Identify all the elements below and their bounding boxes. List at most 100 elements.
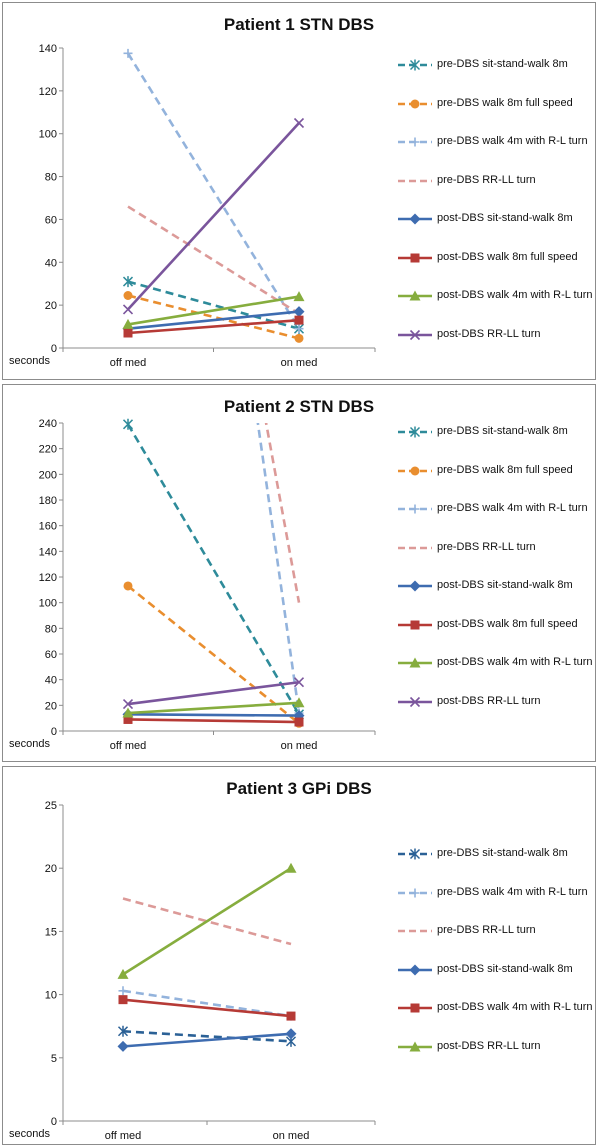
y-tick-label: 20	[45, 300, 57, 312]
legend-label: post-DBS sit-stand-walk 8m	[437, 212, 573, 224]
y-axis-title: seconds	[9, 1128, 50, 1140]
legend-label: post-DBS walk 8m full speed	[437, 617, 578, 630]
series-2	[123, 291, 304, 343]
chart-panel-2: Patient 2 STN DBS 0 20 40 60 80 100 120 140 160 1…	[2, 384, 596, 762]
x-tick-label: off med	[105, 1130, 142, 1142]
y-tick-label: 80	[45, 623, 57, 635]
data-point	[117, 1025, 129, 1037]
chart-plot-area: 0 5 10 15 20 25 seconds off med on med	[9, 800, 376, 1142]
series-3	[256, 423, 304, 718]
y-tick-label: 100	[39, 129, 57, 141]
legend-label: post-DBS RR-LL turn	[437, 1039, 541, 1052]
data-point	[285, 862, 297, 873]
series-line	[127, 294, 300, 340]
chart-panel-3: Patient 3 GPi DBS 0 5 10 15 20 25 seconds off m…	[2, 766, 596, 1145]
legend-label: post-DBS walk 8m full speed	[437, 250, 578, 263]
series-8	[122, 117, 305, 315]
series-line	[127, 310, 300, 331]
legend-marker	[410, 99, 420, 108]
series-2	[118, 986, 296, 1021]
legend-swatch	[398, 466, 432, 475]
y-tick-label: 120	[39, 572, 57, 584]
y-tick-label: 160	[39, 521, 57, 533]
series-line	[127, 280, 300, 330]
y-tick-label: 140	[39, 546, 57, 558]
data-point	[294, 315, 304, 325]
legend-swatch	[398, 929, 432, 933]
series-1	[122, 418, 305, 720]
legend-swatch	[398, 329, 432, 340]
legend-marker	[409, 964, 421, 975]
y-tick-label: 220	[39, 444, 57, 456]
y-tick-label: 80	[45, 172, 57, 184]
legend-marker	[409, 426, 421, 438]
y-tick-label: 20	[45, 700, 57, 712]
chart-title: Patient 1 STN DBS	[223, 15, 375, 34]
y-tick-label: 0	[51, 343, 57, 355]
legend-label: pre-DBS sit-stand-walk 8m	[437, 425, 568, 437]
series-line	[127, 713, 300, 717]
legend-label: post-DBS RR-LL turn	[437, 694, 541, 707]
data-point	[294, 717, 304, 727]
series-4	[117, 1028, 297, 1052]
data-point	[118, 995, 128, 1005]
data-point	[293, 677, 305, 688]
legend-marker	[409, 848, 421, 860]
data-point	[294, 333, 304, 343]
series-3	[122, 897, 292, 946]
y-tick-label: 60	[45, 214, 57, 226]
legend-label: pre-DBS sit-stand-walk 8m	[437, 58, 568, 70]
series-4	[127, 205, 300, 315]
legend-label: pre-DBS walk 4m with R-L turn	[437, 885, 588, 898]
data-point	[122, 418, 134, 430]
y-tick-label: 25	[45, 800, 57, 812]
data-point	[293, 117, 305, 129]
legend-marker	[410, 466, 420, 475]
legend-label: post-DBS walk 4m with R-L turn	[437, 289, 593, 301]
chart-title: Patient 2 STN DBS	[223, 397, 375, 416]
legend-swatch	[398, 964, 432, 975]
chart-plot-area: 0 20 40 60 80 100 120 140 seconds off med on med	[9, 43, 376, 369]
legend-swatch	[398, 848, 432, 860]
data-point	[118, 986, 128, 996]
series-6	[123, 315, 304, 338]
series-line	[122, 1032, 292, 1048]
y-tick-label: 15	[45, 926, 57, 938]
legend-label: pre-DBS walk 4m with R-L turn	[437, 135, 588, 147]
legend-marker	[409, 657, 421, 668]
legend-label: post-DBS sit-stand-walk 8m	[437, 579, 573, 591]
y-tick-label: 240	[39, 418, 57, 430]
series-5	[118, 995, 296, 1021]
x-tick-label: on med	[281, 740, 318, 752]
data-point	[123, 291, 133, 300]
legend-label: pre-DBS walk 8m full speed	[437, 96, 573, 109]
legend-swatch	[398, 620, 432, 629]
series-line	[122, 867, 292, 976]
legend-label: post-DBS walk 4m with R-L turn	[437, 1001, 593, 1013]
series-6	[123, 714, 304, 727]
chart-title: Patient 3 GPi DBS	[226, 779, 372, 798]
y-tick-label: 20	[45, 863, 57, 875]
series-1	[117, 1025, 297, 1047]
legend-swatch	[398, 137, 432, 147]
series-8	[122, 677, 305, 710]
series-line	[126, 423, 301, 715]
legend-label: pre-DBS RR-LL turn	[437, 540, 536, 553]
y-tick-label: 180	[39, 495, 57, 507]
data-point	[122, 318, 134, 329]
y-tick-label: 200	[39, 469, 57, 481]
data-point	[123, 581, 133, 591]
legend-marker	[410, 504, 420, 514]
x-tick-label: off med	[110, 357, 147, 369]
data-point	[293, 291, 305, 302]
y-tick-label: 5	[51, 1053, 57, 1065]
x-tick-label: on med	[281, 357, 318, 369]
legend-swatch	[398, 696, 432, 707]
legend-marker	[409, 213, 421, 225]
data-point	[123, 328, 133, 338]
legend-swatch	[398, 1041, 432, 1051]
legend-label: post-DBS RR-LL turn	[437, 327, 541, 340]
legend-marker	[409, 696, 421, 707]
data-point	[117, 968, 129, 979]
data-point	[294, 324, 304, 334]
